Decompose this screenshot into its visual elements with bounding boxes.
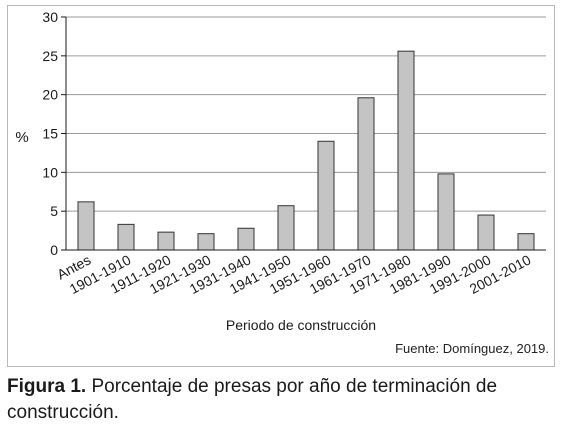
bar <box>237 227 255 251</box>
caption-text: Porcentaje de presas por año de terminac… <box>7 376 498 423</box>
y-tick-label: 15 <box>42 126 58 142</box>
y-tick-label: 20 <box>42 87 58 103</box>
bar <box>157 231 175 251</box>
bar <box>77 201 95 251</box>
caption-label: Figura 1. <box>7 376 87 397</box>
bar <box>437 173 455 251</box>
bar <box>277 205 295 251</box>
bar <box>357 97 375 251</box>
y-tick-label: 0 <box>50 242 58 258</box>
axes <box>61 16 546 251</box>
y-axis-label: % <box>15 129 28 146</box>
figure-panel <box>7 5 555 367</box>
bar <box>197 233 215 251</box>
y-tick-label: 5 <box>50 203 58 219</box>
bar <box>117 223 135 251</box>
bar <box>517 233 535 251</box>
bar <box>317 140 335 251</box>
gridlines <box>66 16 546 212</box>
y-tick-label: 10 <box>42 164 58 180</box>
y-tick-label: 30 <box>42 9 58 25</box>
y-tick-labels: 0 5 10 15 20 25 30 <box>42 9 58 258</box>
y-tick-label: 25 <box>42 48 58 64</box>
bar <box>477 214 495 251</box>
bar <box>397 50 415 251</box>
source-note: Fuente: Domínguez, 2019. <box>395 341 549 356</box>
bars <box>77 50 535 251</box>
x-tick-labels: Antes1901-19101911-19201921-19301931-194… <box>54 251 533 297</box>
bar-chart: 0 5 10 15 20 25 30 Antes1901-19101911-19201921… <box>15 9 546 333</box>
x-axis-label: Periodo de construcción <box>226 317 376 333</box>
figure-caption: Figura 1. Porcentaje de presas por año d… <box>7 374 553 426</box>
